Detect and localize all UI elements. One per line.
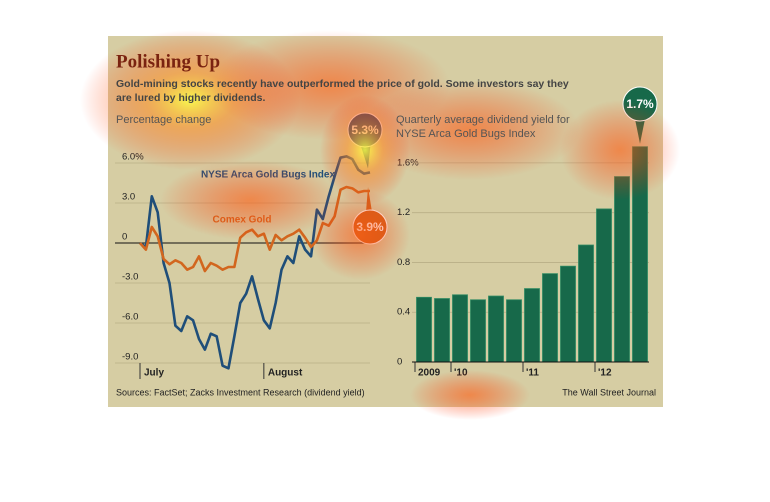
y-tick-label: 0 [397,357,402,368]
x-tick-label: July [144,368,164,379]
bar [506,299,522,363]
subtitle: Gold-mining stocks recently have outperf… [116,78,569,90]
y-tick-label: 0.8 [397,257,410,268]
x-tick-label: '11 [526,368,539,379]
subtitle: are lured by higher dividends. [116,92,265,104]
axis-label: Quarterly average dividend yield for [396,114,570,126]
bar [416,296,432,363]
series-label: NYSE Arca Gold Bugs Index [201,170,336,181]
axis-label: NYSE Arca Gold Bugs Index [396,128,536,140]
x-tick-label: August [268,368,303,379]
y-tick-label: 3.0 [122,192,135,203]
axis-label: Percentage change [116,114,211,126]
data-label: 1.7% [626,97,654,111]
y-tick-label: 6.0% [122,152,144,163]
source: Sources: FactSet; Zacks Investment Resea… [116,387,365,397]
bar [614,176,630,363]
y-tick-label: -6.0 [122,312,138,323]
y-tick-label: 0.4 [397,307,410,318]
bar [524,288,540,363]
bar [632,146,648,363]
title: Polishing Up [116,51,220,72]
bar [488,295,504,363]
bar [542,273,558,363]
x-tick-label: 2009 [418,368,441,379]
bar [560,265,576,363]
series-label: Comex Gold [213,215,272,226]
data-label: 5.3% [351,123,379,137]
bar [470,299,486,363]
credit: The Wall Street Journal [562,387,656,397]
bar [452,294,468,363]
y-tick-label: -3.0 [122,272,138,283]
data-label: 3.9% [356,220,384,234]
y-tick-label: -9.0 [122,352,138,363]
x-tick-label: '10 [454,368,468,379]
y-tick-label: 0 [122,232,127,243]
bar [596,208,612,363]
y-tick-label: 1.2 [397,207,410,218]
bar [578,244,594,363]
x-tick-label: '12 [598,368,612,379]
bar [434,298,450,363]
